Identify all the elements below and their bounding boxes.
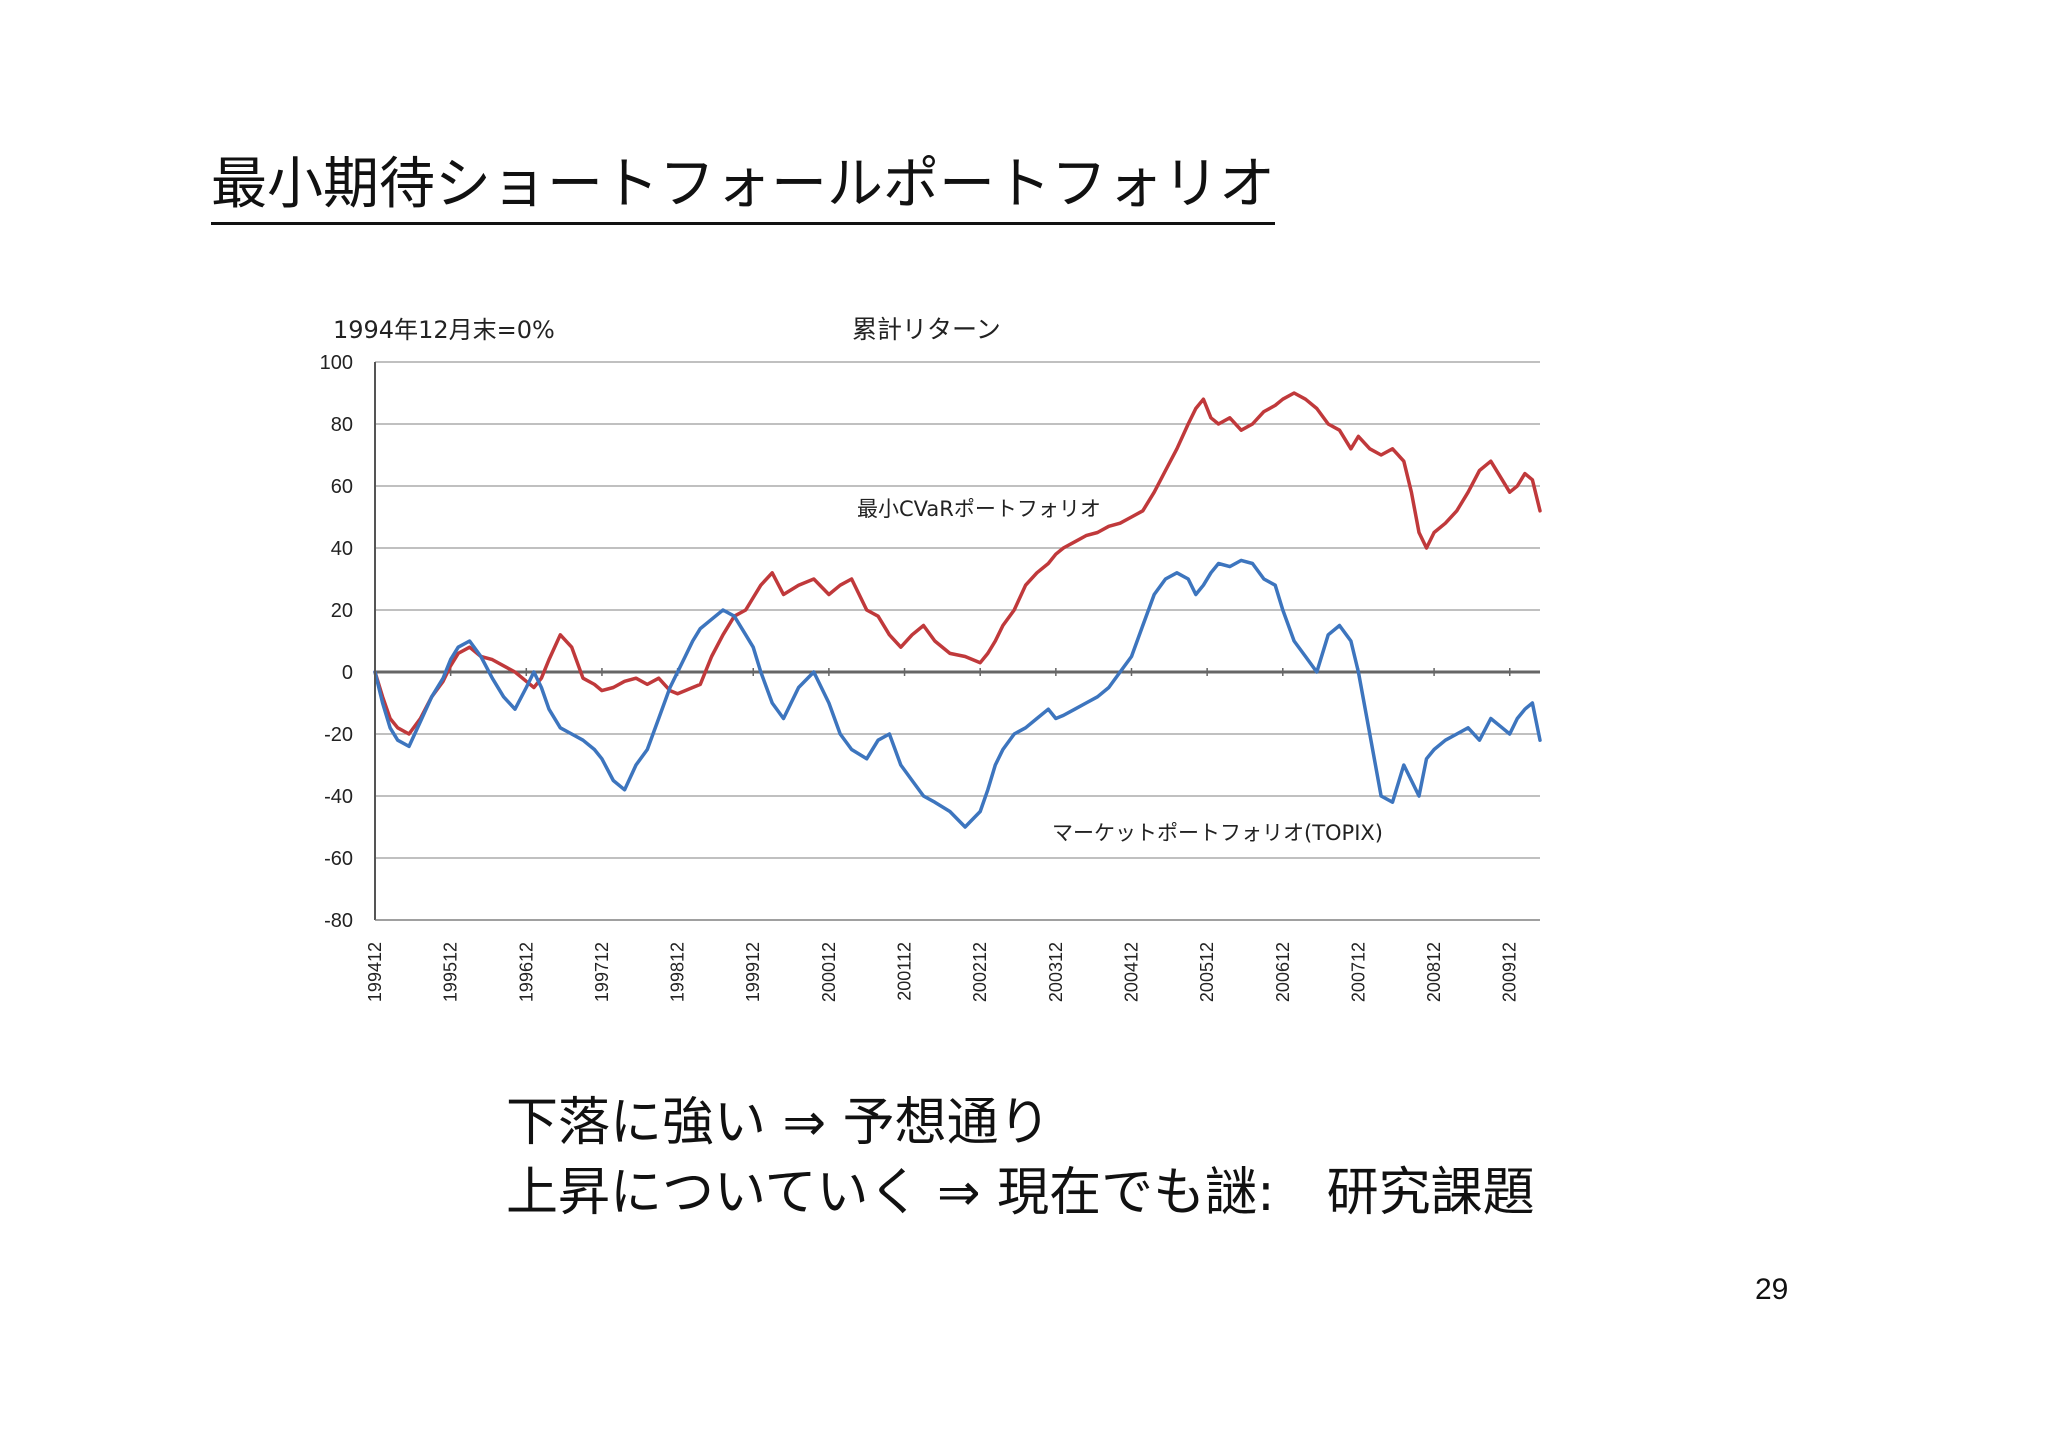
y-tick-label: -40: [324, 786, 353, 808]
y-tick-label: -80: [324, 910, 353, 932]
y-tick-label: 20: [331, 600, 353, 622]
slide-title: 最小期待ショートフォールポートフォリオ: [211, 150, 1275, 225]
x-tick-label: 200112: [895, 942, 915, 1001]
chart-subtitle: 1994年12月末=0%: [333, 316, 555, 344]
y-tick-label: -20: [324, 724, 353, 746]
page-number: 29: [1755, 1273, 1789, 1306]
x-tick-label: 199712: [592, 942, 612, 1002]
x-tick-label: 200412: [1121, 942, 1141, 1002]
note-line-1: 下落に強い ⇒ 予想通り: [506, 1093, 1051, 1153]
x-tick-label: 200212: [970, 942, 990, 1002]
topix-market-line: [373, 558, 1542, 829]
y-tick-label: -60: [324, 848, 353, 870]
x-tick-label: 199412: [365, 942, 385, 1002]
y-tick-label: 100: [320, 352, 353, 374]
x-tick-label: 200512: [1197, 942, 1217, 1002]
x-tick-label: 200712: [1348, 942, 1368, 1002]
y-tick-label: 60: [331, 476, 353, 498]
cvar-portfolio-line: [373, 391, 1542, 736]
axis-layer: [374, 362, 1540, 921]
y-tick-label: 80: [331, 414, 353, 436]
x-tick-label: 199812: [668, 942, 688, 1002]
cvar-series-label: 最小CVaRポートフォリオ: [857, 497, 1101, 521]
topix-series-label: マーケットポートフォリオ(TOPIX): [1052, 821, 1383, 845]
note-line-2: 上昇についていく ⇒ 現在でも謎: 研究課題: [506, 1163, 1535, 1223]
x-tick-label: 200612: [1273, 942, 1293, 1002]
y-tick-label: 40: [331, 538, 353, 560]
x-tick-label: 199912: [743, 942, 763, 1002]
y-tick-label: 0: [342, 662, 353, 684]
series-layer: [373, 391, 1542, 829]
x-tick-label: 200912: [1500, 942, 1520, 1002]
x-tick-label: 200812: [1424, 942, 1444, 1002]
chart-title: 累計リターン: [852, 315, 1001, 344]
x-tick-label: 200012: [819, 942, 839, 1002]
x-tick-label: 199512: [441, 942, 461, 1002]
tick-layer: 100 80 60 40 20 0 -20 -40 -60 -80 199412 199512 1996…: [320, 352, 1520, 1002]
x-tick-label: 199612: [516, 942, 536, 1002]
x-tick-label: 200312: [1046, 942, 1066, 1002]
